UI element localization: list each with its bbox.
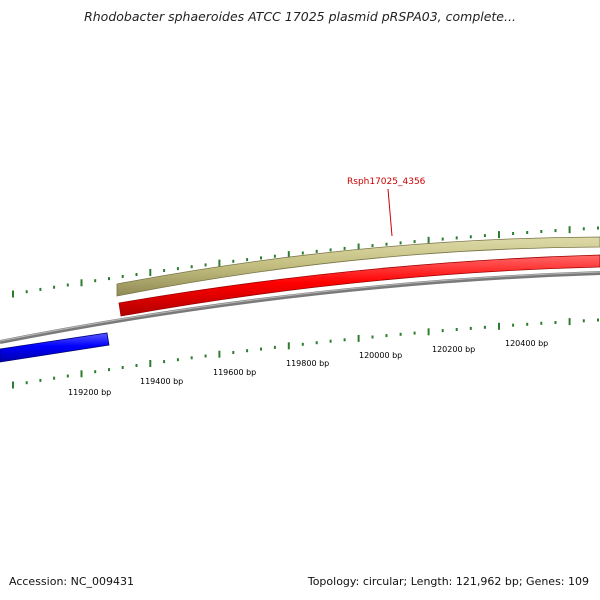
scale-label-119600: 119600 bp: [213, 368, 256, 377]
scale-labels: 119200 bp 119400 bp 119600 bp 119800 bp …: [68, 339, 548, 397]
gene-label-leader: [387, 188, 393, 237]
scale-label-119400: 119400 bp: [140, 377, 183, 386]
inner-tick-ring: [12, 318, 599, 389]
blue-feature-track[interactable]: [0, 332, 110, 363]
scale-label-120400: 120400 bp: [505, 339, 548, 348]
map-title: Rhodobacter sphaeroides ATCC 17025 plasm…: [84, 9, 516, 24]
scale-label-119800: 119800 bp: [286, 359, 329, 368]
reverse-feature-track[interactable]: [118, 254, 600, 317]
accession-text: Accession: NC_009431: [9, 575, 135, 588]
backbone-track: [0, 271, 600, 344]
backbone-highlight: [0, 271, 600, 342]
scale-label-120000: 120000 bp: [359, 351, 402, 360]
scale-label-119200: 119200 bp: [68, 388, 111, 397]
outer-tick-ring: [12, 226, 599, 298]
summary-text: Topology: circular; Length: 121,962 bp; …: [307, 575, 589, 588]
forward-feature-track[interactable]: [116, 236, 600, 297]
gene-label[interactable]: Rsph17025_4356: [347, 177, 426, 187]
scale-label-120200: 120200 bp: [432, 345, 475, 354]
